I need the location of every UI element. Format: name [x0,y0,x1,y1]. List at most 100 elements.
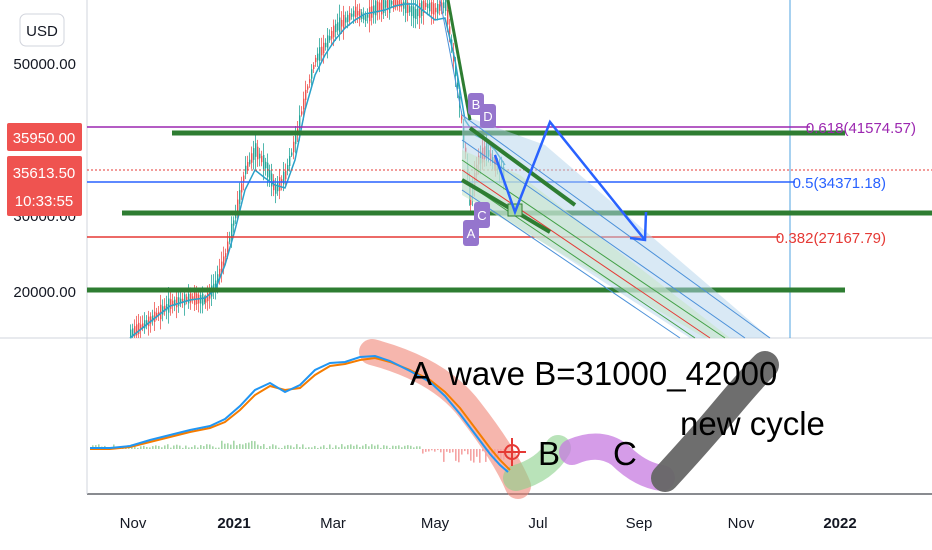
candle-body [150,316,152,324]
candle-body [207,292,209,302]
candle-body [247,162,249,170]
candle-body [357,10,359,16]
histogram-bar [161,447,163,449]
candle-body [277,182,279,192]
histogram-bar [284,445,286,449]
candle-body [239,190,241,204]
candle-body [331,30,333,39]
histogram-bar [302,444,304,449]
channel-start-line [439,0,463,116]
candle-body [142,323,144,328]
histogram-bar [500,449,502,461]
candle-body [186,296,188,302]
channel-lower-edge [461,189,681,339]
x-tick-nov-2020: Nov [120,515,147,532]
candle-body [285,170,287,180]
histogram-bar [200,445,202,449]
candle-body [204,297,206,302]
histogram-bar [479,449,481,463]
candle-body [245,165,247,175]
candle-body [433,3,435,15]
candle-body [251,153,253,163]
candle-body [359,8,361,20]
x-tick-2021: 2021 [217,515,250,532]
histogram-bar [227,443,229,449]
histogram-bar [206,444,208,449]
candle-body [423,0,425,14]
candle-body [255,143,257,157]
histogram-bar [230,444,232,449]
candle-body [325,42,327,48]
candle-body [315,57,317,63]
histogram-bar [425,449,427,452]
candle-body [329,36,331,41]
histogram-bar [143,445,145,449]
candle-body [375,0,377,16]
wave-b-highlight [503,435,571,491]
candle-body [347,14,349,22]
candle-body [327,35,329,48]
histogram-bar [359,446,361,449]
candle-body [227,241,229,253]
histogram-bar [443,449,445,462]
candle-body [299,115,301,129]
candle-body [351,13,353,17]
candle-body [269,170,271,180]
histogram-bar [326,447,328,449]
histogram-bar [461,449,463,455]
histogram-bar [236,445,238,449]
histogram-bar [182,447,184,449]
histogram-bar [341,444,343,449]
candle-body [223,256,225,266]
histogram-bar [431,449,433,451]
candle-body [395,0,397,8]
currency-badge[interactable]: USD [19,13,65,47]
histogram-bar [305,447,307,449]
candle-body [140,324,142,330]
candle-body [217,274,219,284]
annotation-wave-a: A [410,355,432,392]
histogram-bar [296,444,298,449]
candle-body [425,2,427,8]
candle-body [333,25,335,38]
channel-upper-inner [461,139,746,339]
histogram-bar [197,447,199,449]
candle-body [166,304,168,311]
fib-label-0618: 0.618(41574.57) [806,120,916,137]
fib-label-05: 0.5(34371.18) [793,175,886,192]
histogram-bar [452,449,454,453]
histogram-bar [380,447,382,449]
candle-body [311,69,313,79]
candle-body [243,175,245,183]
candle-body [176,297,178,308]
histogram-bar [137,447,139,449]
histogram-bar [485,449,487,462]
indicator-line-blue [90,354,509,473]
regression-channel [439,0,771,339]
countdown-text: 10:33:55 [15,193,73,210]
histogram-bar [266,447,268,449]
candle-body [443,2,445,9]
histogram-bar [350,444,352,449]
histogram-bar [293,447,295,449]
time-axis: Nov 2021 Mar May Jul Sep Nov 2022 [120,515,857,532]
x-tick-2022: 2022 [823,515,856,532]
histogram-bar [392,445,394,449]
histogram-bar [278,447,280,449]
candle-body [233,220,235,226]
histogram-bar [209,444,211,449]
histogram-bar [449,449,451,453]
candle-body [192,296,194,301]
histogram-bar [374,445,376,449]
histogram-bar [470,449,472,461]
histogram-bar [347,445,349,449]
candle-body [259,153,261,159]
candle-body [303,98,305,110]
candle-body [379,2,381,11]
histogram-bar [140,446,142,449]
candle-body [339,17,341,33]
histogram-bar [311,447,313,449]
candle-body [337,22,339,31]
price-moving-average [129,3,506,339]
candle-body [353,10,355,17]
